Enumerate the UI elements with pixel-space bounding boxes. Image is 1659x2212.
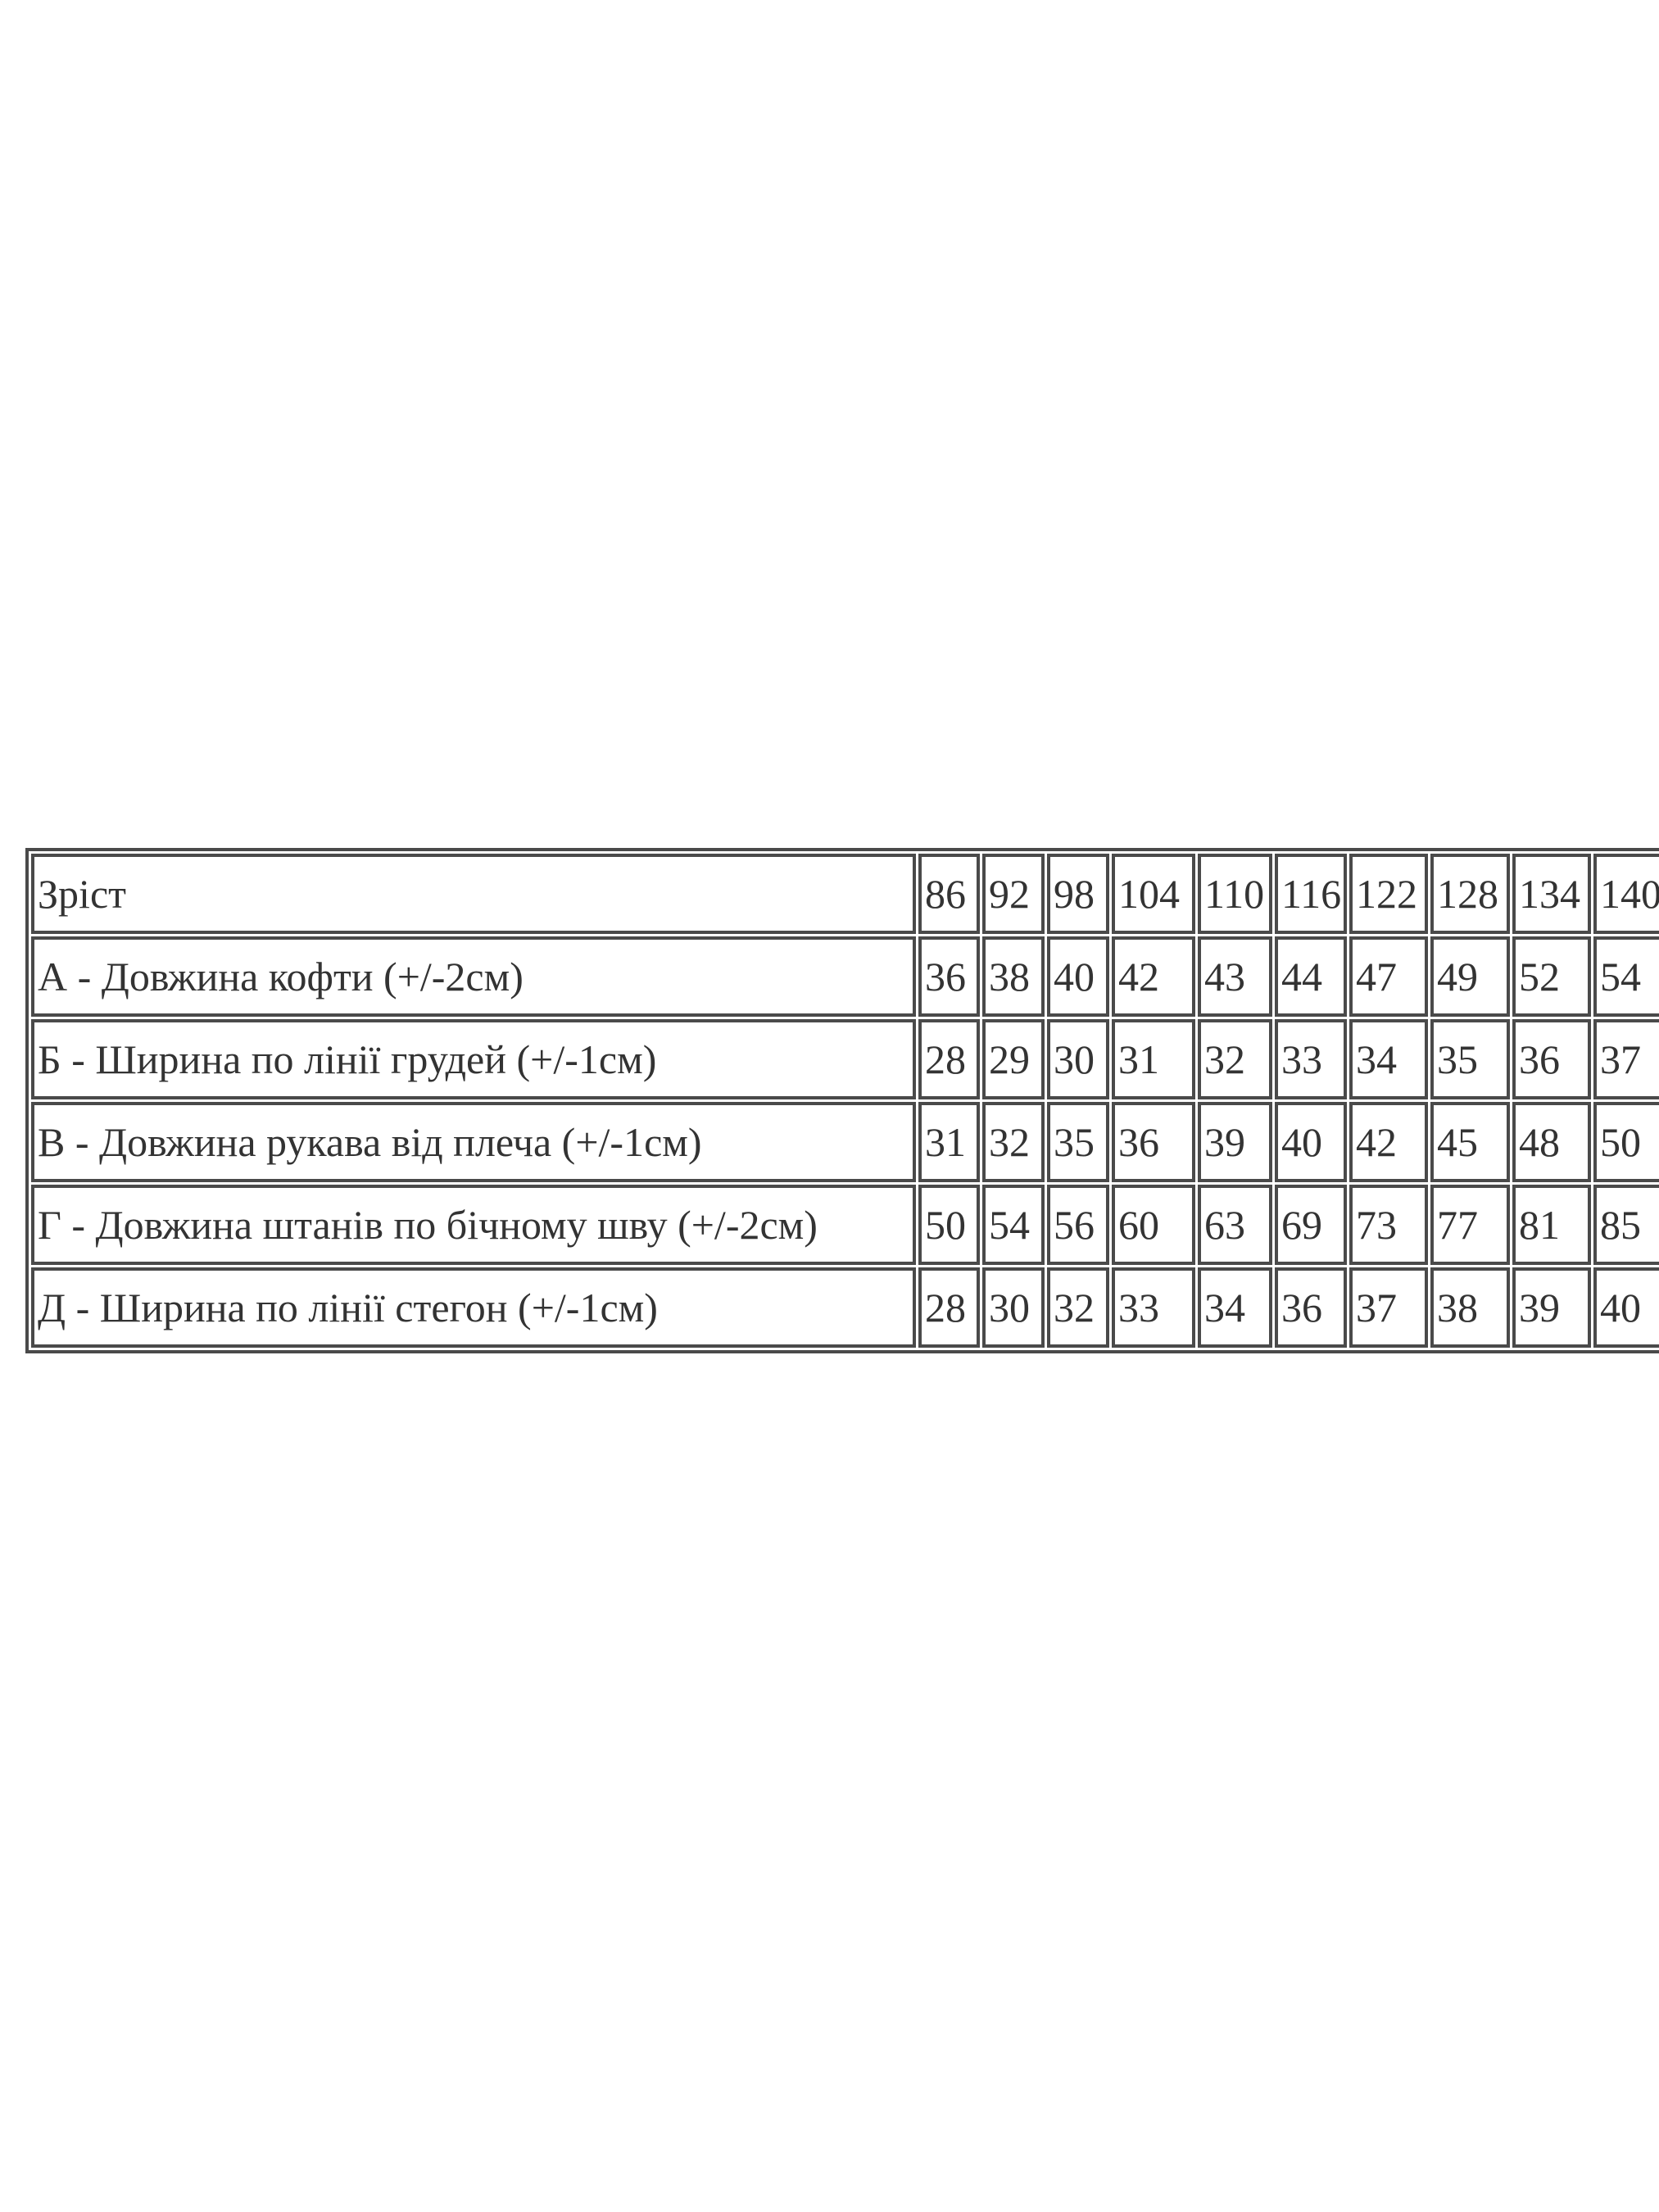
cell: 54 xyxy=(1593,936,1659,1017)
cell: 34 xyxy=(1198,1267,1272,1348)
cell: 42 xyxy=(1112,936,1195,1017)
cell: 34 xyxy=(1349,1019,1428,1099)
cell: 77 xyxy=(1430,1185,1510,1265)
cell: 36 xyxy=(1112,1102,1195,1182)
row-label: Г - Довжина штанів по бічному шву (+/-2с… xyxy=(31,1185,916,1265)
cell: 48 xyxy=(1512,1102,1591,1182)
cell: 32 xyxy=(982,1102,1045,1182)
cell: 140 xyxy=(1593,854,1659,934)
cell: 43 xyxy=(1198,936,1272,1017)
cell: 110 xyxy=(1198,854,1272,934)
cell: 36 xyxy=(1275,1267,1347,1348)
cell: 39 xyxy=(1512,1267,1591,1348)
cell: 30 xyxy=(1047,1019,1109,1099)
cell: 37 xyxy=(1349,1267,1428,1348)
cell: 104 xyxy=(1112,854,1195,934)
cell: 30 xyxy=(982,1267,1045,1348)
row-label: Д - Ширина по лінії стегон (+/-1см) xyxy=(31,1267,916,1348)
cell: 122 xyxy=(1349,854,1428,934)
row-label: А - Довжина кофти (+/-2см) xyxy=(31,936,916,1017)
cell: 60 xyxy=(1112,1185,1195,1265)
cell: 31 xyxy=(918,1102,980,1182)
cell: 81 xyxy=(1512,1185,1591,1265)
cell: 29 xyxy=(982,1019,1045,1099)
cell: 50 xyxy=(918,1185,980,1265)
cell: 35 xyxy=(1047,1102,1109,1182)
cell: 45 xyxy=(1430,1102,1510,1182)
row-label: Зріст xyxy=(31,854,916,934)
cell: 69 xyxy=(1275,1185,1347,1265)
cell: 39 xyxy=(1198,1102,1272,1182)
cell: 36 xyxy=(918,936,980,1017)
table-row: А - Довжина кофти (+/-2см) 36 38 40 42 43 44 47… xyxy=(31,936,1659,1017)
cell: 116 xyxy=(1275,854,1347,934)
table-row: Б - Ширина по лінії грудей (+/-1см) 28 29 3… xyxy=(31,1019,1659,1099)
cell: 33 xyxy=(1112,1267,1195,1348)
cell: 40 xyxy=(1275,1102,1347,1182)
cell: 37 xyxy=(1593,1019,1659,1099)
cell: 28 xyxy=(918,1019,980,1099)
cell: 31 xyxy=(1112,1019,1195,1099)
cell: 40 xyxy=(1593,1267,1659,1348)
cell: 63 xyxy=(1198,1185,1272,1265)
cell: 38 xyxy=(1430,1267,1510,1348)
row-label: В - Довжина рукава від плеча (+/-1см) xyxy=(31,1102,916,1182)
cell: 86 xyxy=(918,854,980,934)
cell: 128 xyxy=(1430,854,1510,934)
cell: 92 xyxy=(982,854,1045,934)
cell: 32 xyxy=(1047,1267,1109,1348)
table-row: Д - Ширина по лінії стегон (+/-1см) 28 30 3… xyxy=(31,1267,1659,1348)
size-table: Зріст 86 92 98 104 110 116 122 128 134 140 А - Довж… xyxy=(25,848,1659,1353)
cell: 47 xyxy=(1349,936,1428,1017)
cell: 40 xyxy=(1047,936,1109,1017)
cell: 35 xyxy=(1430,1019,1510,1099)
table-row: Зріст 86 92 98 104 110 116 122 128 134 140 xyxy=(31,854,1659,934)
cell: 54 xyxy=(982,1185,1045,1265)
cell: 33 xyxy=(1275,1019,1347,1099)
cell: 50 xyxy=(1593,1102,1659,1182)
cell: 134 xyxy=(1512,854,1591,934)
cell: 36 xyxy=(1512,1019,1591,1099)
cell: 38 xyxy=(982,936,1045,1017)
cell: 49 xyxy=(1430,936,1510,1017)
table-row: В - Довжина рукава від плеча (+/-1см) 31 3… xyxy=(31,1102,1659,1182)
row-label: Б - Ширина по лінії грудей (+/-1см) xyxy=(31,1019,916,1099)
table-row: Г - Довжина штанів по бічному шву (+/-2с… xyxy=(31,1185,1659,1265)
cell: 44 xyxy=(1275,936,1347,1017)
cell: 28 xyxy=(918,1267,980,1348)
cell: 73 xyxy=(1349,1185,1428,1265)
cell: 85 xyxy=(1593,1185,1659,1265)
cell: 42 xyxy=(1349,1102,1428,1182)
cell: 98 xyxy=(1047,854,1109,934)
cell: 56 xyxy=(1047,1185,1109,1265)
cell: 32 xyxy=(1198,1019,1272,1099)
cell: 52 xyxy=(1512,936,1591,1017)
